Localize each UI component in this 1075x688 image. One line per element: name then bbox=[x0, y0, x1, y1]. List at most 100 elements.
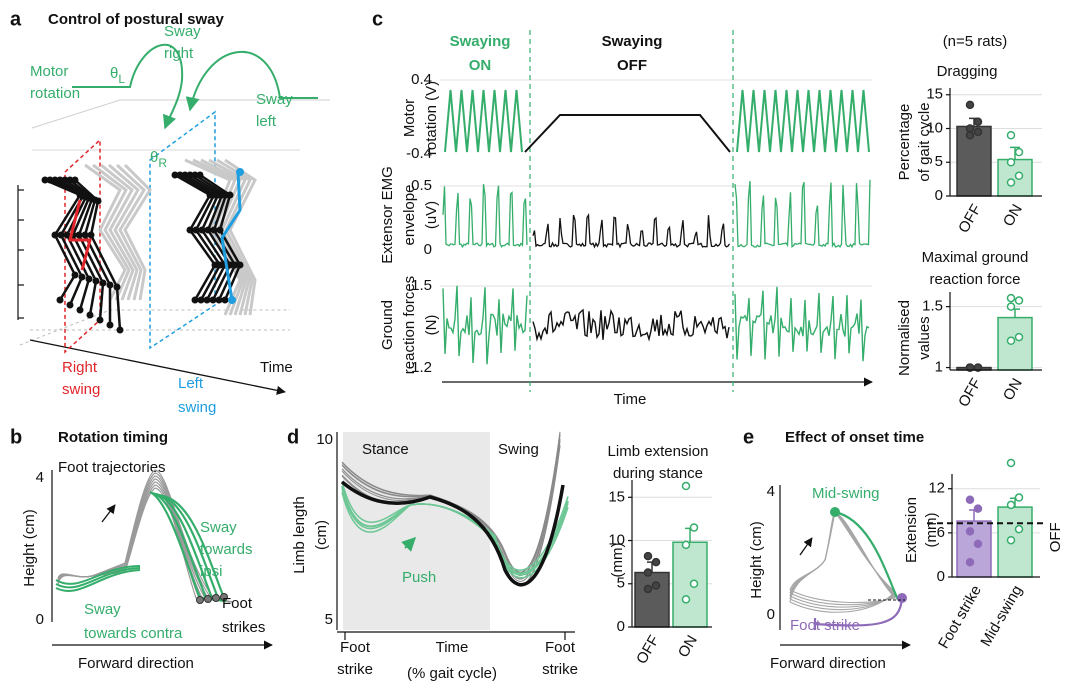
y-tick-label: 0 bbox=[935, 187, 943, 204]
decoration bbox=[789, 511, 896, 608]
decoration bbox=[220, 171, 242, 301]
chart-title: Limb extension bbox=[608, 443, 709, 460]
joint bbox=[210, 226, 218, 234]
decoration bbox=[734, 286, 870, 362]
y-tick-label: 0 bbox=[937, 568, 945, 585]
label: Limb length bbox=[291, 496, 308, 574]
data-point bbox=[965, 131, 975, 140]
chart-title: reaction force bbox=[930, 271, 1021, 288]
label: values bbox=[916, 316, 933, 359]
bar bbox=[956, 520, 992, 578]
data-point bbox=[643, 551, 653, 561]
data-point bbox=[1006, 158, 1016, 167]
joint bbox=[236, 261, 244, 269]
foot-strike bbox=[196, 596, 204, 604]
decoration bbox=[155, 492, 227, 603]
stance-shade bbox=[343, 432, 490, 630]
label: Right bbox=[62, 359, 98, 376]
x-tick-label: OFF bbox=[955, 201, 985, 235]
axis-label: Time bbox=[260, 359, 293, 376]
decoration bbox=[115, 163, 146, 301]
joint bbox=[85, 275, 93, 283]
data-point bbox=[1014, 296, 1024, 305]
label: strikes bbox=[222, 619, 265, 636]
data-point bbox=[1006, 336, 1016, 345]
joint bbox=[228, 296, 236, 304]
decoration bbox=[524, 114, 731, 153]
label: Sway bbox=[200, 519, 237, 536]
decoration bbox=[149, 110, 216, 350]
label: right bbox=[164, 45, 194, 62]
decoration bbox=[84, 163, 127, 301]
tick-label: 0.4 bbox=[411, 71, 432, 88]
symbol: θR bbox=[150, 149, 167, 170]
data-point bbox=[681, 540, 691, 550]
joint bbox=[76, 306, 84, 314]
decoration bbox=[344, 632, 566, 640]
label: reaction forces bbox=[401, 276, 418, 374]
joint bbox=[41, 176, 49, 184]
joint bbox=[198, 226, 206, 234]
decoration bbox=[532, 308, 730, 342]
time-arrow bbox=[29, 339, 286, 395]
tick-label: 1.2 bbox=[411, 359, 432, 376]
bar bbox=[997, 316, 1033, 371]
joint bbox=[113, 283, 121, 291]
label: Ground bbox=[379, 300, 396, 350]
decoration bbox=[834, 510, 900, 601]
panel-letter: b bbox=[10, 426, 22, 448]
tick-label: 5 bbox=[325, 611, 333, 628]
label: Normalised bbox=[896, 300, 913, 376]
joint bbox=[176, 171, 184, 179]
tick-label: 4 bbox=[767, 483, 775, 500]
axis-label: Forward direction bbox=[78, 655, 194, 672]
decoration bbox=[55, 567, 141, 589]
axis-label: Height (cm) bbox=[21, 509, 38, 587]
chart-title: Dragging bbox=[937, 63, 998, 80]
label: swing bbox=[178, 399, 216, 416]
label: (mm) bbox=[609, 543, 626, 578]
label: (mm) bbox=[923, 513, 940, 548]
chart-title: Maximal ground bbox=[922, 249, 1029, 266]
decoration bbox=[55, 569, 141, 592]
x-tick-label: Mid-swing bbox=[977, 582, 1025, 649]
y-tick-label: 6 bbox=[937, 524, 945, 541]
axis-label: Height (cm) bbox=[748, 521, 765, 599]
tick-label: 4 bbox=[36, 469, 44, 486]
data-point bbox=[1014, 493, 1024, 502]
joint bbox=[221, 296, 229, 304]
decoration bbox=[123, 163, 152, 301]
joint bbox=[66, 301, 74, 309]
label: Extension bbox=[903, 497, 920, 563]
decoration bbox=[734, 179, 871, 249]
data-point bbox=[965, 363, 975, 372]
symbol-main: θ bbox=[110, 65, 118, 82]
y-tick-label: 1.5 bbox=[922, 298, 943, 315]
y-tick-label: 10 bbox=[926, 119, 943, 136]
symbol: θL bbox=[110, 65, 125, 86]
foot-strike bbox=[204, 595, 212, 603]
decoration bbox=[532, 212, 731, 249]
panel-letter: d bbox=[287, 426, 299, 448]
joint bbox=[106, 281, 114, 289]
symbol-main: θ bbox=[150, 149, 158, 166]
label: left bbox=[256, 113, 277, 130]
label: Swaying bbox=[602, 33, 663, 50]
joint bbox=[51, 176, 59, 184]
panel-letter: c bbox=[372, 8, 383, 30]
data-point bbox=[1006, 500, 1016, 510]
joint bbox=[203, 296, 211, 304]
data-point bbox=[651, 557, 661, 567]
panel-letter: a bbox=[10, 8, 22, 30]
label: Foot bbox=[545, 639, 576, 656]
data-point bbox=[643, 568, 653, 577]
joint bbox=[56, 296, 64, 304]
y-tick-label: 12 bbox=[928, 480, 945, 497]
decoration bbox=[442, 285, 528, 365]
label: (N) bbox=[423, 315, 440, 336]
tick-label: 10 bbox=[316, 431, 333, 448]
axis-label: Forward direction bbox=[770, 655, 886, 672]
label: rotation (V) bbox=[423, 81, 440, 155]
label: envelope bbox=[401, 185, 418, 246]
